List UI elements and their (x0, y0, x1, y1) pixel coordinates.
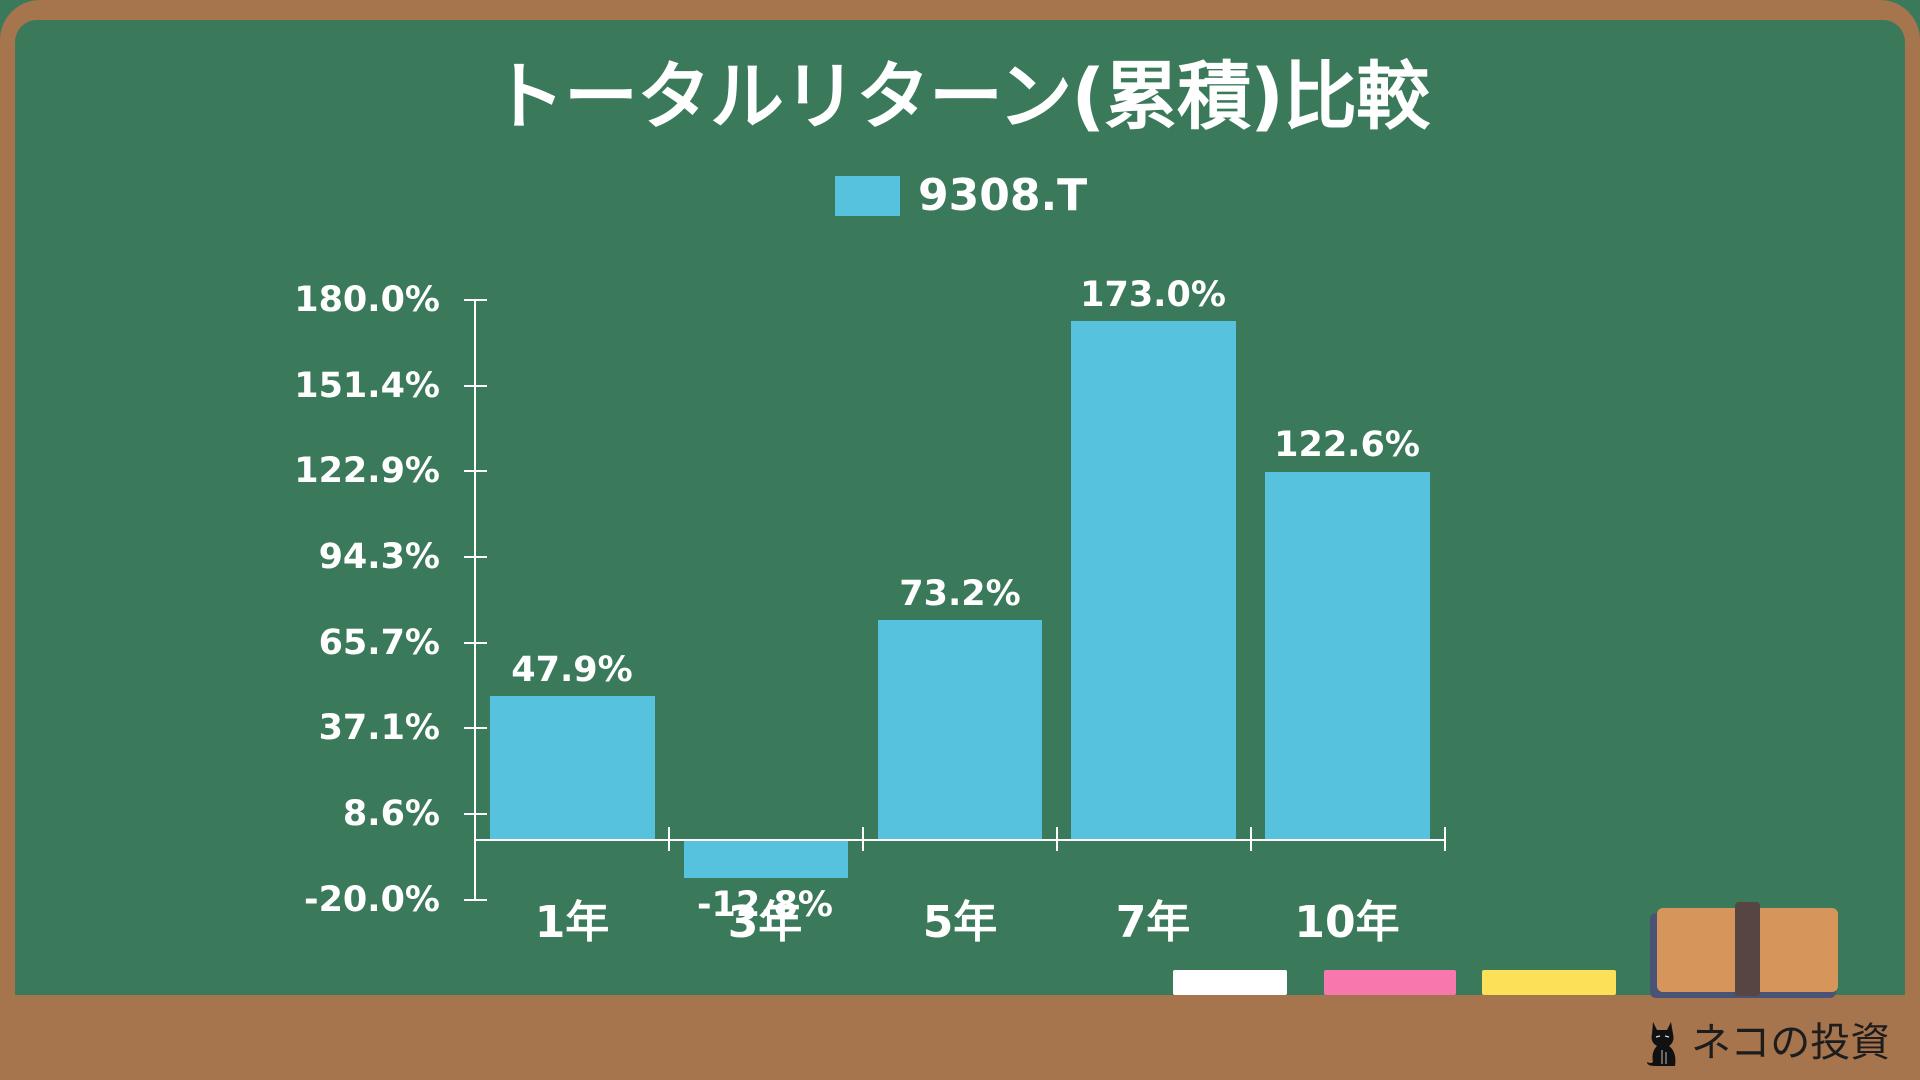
x-tick (1056, 827, 1058, 851)
y-tick-label: 65.7% (318, 623, 440, 663)
bar-value-label: 173.0% (1080, 275, 1226, 315)
x-axis-line (475, 839, 1445, 841)
y-tick-label: 8.6% (342, 794, 440, 834)
chalk-white (1173, 970, 1287, 995)
x-category-label: 7年 (1115, 897, 1191, 948)
y-tick (464, 727, 487, 729)
bar-value-label: -12.8% (697, 885, 833, 925)
y-tick-label: 180.0% (294, 280, 440, 320)
y-tick-label: -20.0% (304, 880, 440, 920)
chalk-yellow (1482, 970, 1616, 995)
x-category-label: 3年 (727, 897, 803, 948)
y-tick-label: 122.9% (294, 451, 440, 491)
y-tick (464, 556, 487, 558)
x-tick (1250, 827, 1252, 851)
y-axis-line (474, 300, 476, 900)
y-tick-label: 151.4% (294, 366, 440, 406)
y-tick-label: 94.3% (318, 537, 440, 577)
y-tick (464, 470, 487, 472)
y-tick (464, 899, 487, 901)
bar-value-label: 122.6% (1274, 425, 1420, 465)
bar-10y (1265, 472, 1430, 840)
y-tick (464, 385, 487, 387)
legend: 9308.T (835, 170, 1088, 221)
y-tick-label: 37.1% (318, 708, 440, 748)
y-tick (464, 299, 487, 301)
cat-icon (1647, 1021, 1676, 1066)
chalk-pink (1324, 970, 1456, 995)
brand-logo: ネコの投資 (1645, 1015, 1890, 1070)
bar-1y (490, 696, 655, 840)
y-tick (464, 813, 487, 815)
bar-5y (878, 620, 1042, 840)
x-category-label: 1年 (534, 897, 610, 948)
y-tick (464, 642, 487, 644)
x-tick (668, 827, 670, 851)
bar-value-label: 47.9% (511, 650, 633, 690)
chart-title: トータルリターン(累積)比較 (491, 54, 1430, 140)
bar-7y (1071, 321, 1236, 840)
x-tick (862, 827, 864, 851)
eraser-icon (1650, 902, 1840, 998)
chalkboard (15, 20, 1905, 995)
brand-label: ネコの投資 (1691, 1019, 1891, 1066)
bar-value-label: 73.2% (899, 574, 1021, 614)
x-tick (1444, 827, 1446, 851)
bar-3y (684, 840, 848, 878)
x-category-label: 10年 (1294, 897, 1400, 948)
legend-swatch (835, 176, 900, 216)
x-category-label: 5年 (922, 897, 998, 948)
legend-label: 9308.T (918, 170, 1088, 221)
